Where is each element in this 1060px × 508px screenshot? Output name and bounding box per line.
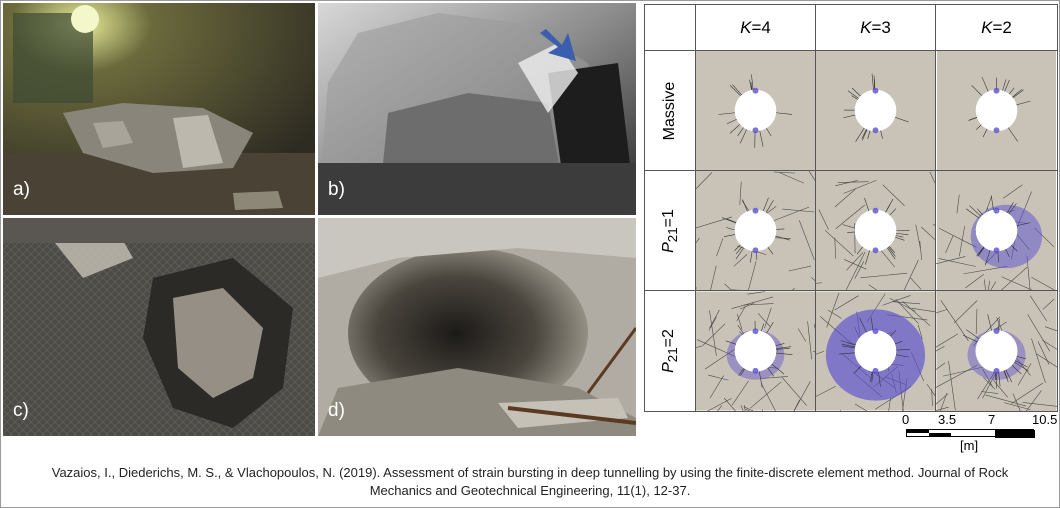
model-cell-p21-2-k4 [696,291,816,411]
photo-a-collapsed-tunnel-equipment: a) [3,3,315,215]
row-header-p21-1: P21=1 [645,171,696,291]
row-label: P21=1 [660,209,680,253]
column-header-k4: K =4 [696,5,816,51]
photo-a-label: a) [13,179,30,200]
row-p-symbol: P [659,241,677,253]
column-k-value: =3 [871,17,891,37]
arrow-icon [540,29,576,61]
model-image [816,171,935,290]
model-image [696,51,815,170]
column-header-k3: K =3 [816,5,936,51]
photo-d-tunnel-overbreak: d) [318,218,636,436]
citation-line-1: Vazaios, I., Diederichs, M. S., & Vlacho… [51,465,1009,480]
photo-a-image [3,3,315,215]
photo-b-label: b) [328,179,345,200]
model-cell-p21-1-k3 [816,171,936,291]
model-cell-massive-k4 [696,51,816,171]
citation: Vazaios, I., Diederichs, M. S., & Vlacho… [20,464,1040,500]
model-image [937,51,1056,170]
photo-b-tunnel-spalling: b) [318,3,636,215]
model-image [696,291,815,411]
row-p-value: =2 [659,329,677,348]
row-p-subscript: 21 [665,347,681,363]
scale-unit: [m] [960,438,979,453]
photo-c-mesh-bulge: c) [3,218,315,436]
column-header-k2: K =2 [936,5,1057,51]
photo-d-image [318,218,636,436]
row-p-subscript: 21 [665,226,681,242]
model-cell-p21-1-k4 [696,171,816,291]
row-header-p21-2: P21=2 [645,291,696,411]
column-k-symbol: K [740,17,752,37]
model-image [816,51,935,170]
model-cell-p21-1-k2 [936,171,1057,291]
row-header-massive: Massive [645,51,696,171]
scale-bar-graphic [906,429,1035,438]
model-cell-p21-2-k3 [816,291,936,411]
fdem-model-grid: K =4 K =3 K =2 Massive P21=1 P21=2 [644,4,1058,412]
model-image [696,171,815,290]
column-k-value: =2 [992,17,1012,37]
column-k-value: =4 [751,17,771,37]
photo-d-label: d) [328,400,345,421]
scale-tick-label: 3.5 [938,412,957,427]
model-image [936,291,1057,411]
column-k-symbol: K [860,17,872,37]
row-p-symbol: P [659,362,677,373]
model-cell-p21-2-k2 [936,291,1057,411]
photo-c-label: c) [13,400,29,421]
column-k-symbol: K [981,17,993,37]
row-label: P21=2 [660,329,680,373]
scale-bar: 0 3.5 7 10.5 [m] [900,412,1060,462]
scale-tick-label: 0 [902,412,910,427]
citation-line-2: Mechanics and Geotechnical Engineering, … [369,483,691,498]
scale-tick-label: 7 [988,412,996,427]
model-image [936,171,1056,290]
model-image [816,291,935,411]
scale-tick-label: 10.5 [1032,412,1058,427]
photo-b-image [318,3,636,215]
row-p-value: =1 [659,208,677,227]
model-cell-massive-k2 [936,51,1057,171]
photo-c-image [3,218,315,436]
row-label: Massive [661,81,678,140]
model-cell-massive-k3 [816,51,936,171]
grid-corner [645,5,696,51]
